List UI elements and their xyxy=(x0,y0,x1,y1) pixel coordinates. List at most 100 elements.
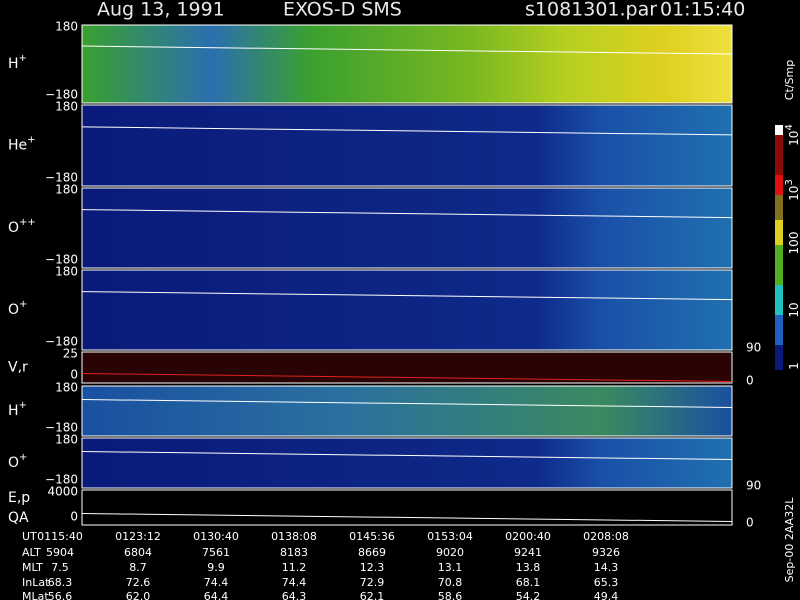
colorbar-label: 100 xyxy=(787,232,800,255)
cell: 68.3 xyxy=(48,576,73,589)
panel xyxy=(81,489,733,526)
charge: + xyxy=(19,53,27,64)
species: O xyxy=(8,302,19,318)
y-right: 0 xyxy=(746,516,754,530)
panel xyxy=(81,385,733,437)
cell: 14.3 xyxy=(594,561,619,574)
trace xyxy=(81,451,733,460)
cell: 72.9 xyxy=(360,576,385,589)
species-label: O+ xyxy=(8,299,27,318)
base: 10 xyxy=(787,186,800,201)
date: Aug 13, 1991 xyxy=(97,0,225,21)
y-right: 90 xyxy=(746,479,761,493)
cb xyxy=(775,195,783,220)
y-bottom: −180 xyxy=(45,421,78,435)
species-label: V,r xyxy=(8,360,28,376)
cell: 11.2 xyxy=(282,561,307,574)
y-bottom: −180 xyxy=(45,171,78,185)
species-label: H+ xyxy=(8,400,27,419)
cell: 0115:40 xyxy=(37,530,83,543)
cell: 54.2 xyxy=(516,590,541,600)
species: H xyxy=(8,56,19,72)
trace xyxy=(81,399,733,408)
colorbar-unit: Ct/Smp xyxy=(783,60,796,100)
cell: 5904 xyxy=(46,546,74,559)
file: s1081301.par xyxy=(525,0,657,21)
charge: + xyxy=(27,135,35,146)
cell: 0153:04 xyxy=(427,530,473,543)
species-label: He+ xyxy=(8,135,36,154)
cell: 64.3 xyxy=(282,590,307,600)
y-bottom: −180 xyxy=(45,473,78,487)
y-bottom: −180 xyxy=(45,335,78,349)
cell: 70.8 xyxy=(438,576,463,589)
cell: 65.3 xyxy=(594,576,619,589)
colorbar-label: 10 xyxy=(787,302,800,317)
cell: 0208:08 xyxy=(583,530,629,543)
exp: 4 xyxy=(784,124,795,130)
footer: Sep-00 2AA32L xyxy=(783,497,796,583)
cell: 62.1 xyxy=(360,590,385,600)
panel xyxy=(81,269,733,351)
species-label: H+ xyxy=(8,53,27,72)
y-bottom: −180 xyxy=(45,88,78,102)
cell: 9326 xyxy=(592,546,620,559)
charge: + xyxy=(19,452,27,463)
cell: 64.4 xyxy=(204,590,229,600)
y-top: 4000 xyxy=(47,485,78,499)
cell: 74.4 xyxy=(204,576,229,589)
cell: 68.1 xyxy=(516,576,541,589)
y-bottom: 0 xyxy=(70,510,78,524)
row-label: MLat xyxy=(22,590,49,600)
species: O xyxy=(8,455,19,471)
cell: 0138:08 xyxy=(271,530,317,543)
colorbar-label: 1 xyxy=(787,362,800,370)
cell: 8.7 xyxy=(129,561,147,574)
trace xyxy=(81,513,733,522)
species: E,p xyxy=(8,490,30,506)
exp: 3 xyxy=(784,179,795,185)
cell: 8669 xyxy=(358,546,386,559)
cb xyxy=(775,125,783,135)
base: 10 xyxy=(787,131,800,146)
cell: 0145:36 xyxy=(349,530,395,543)
base: 1 xyxy=(787,362,800,370)
y-top: 180 xyxy=(55,183,78,197)
cell: 13.1 xyxy=(438,561,463,574)
y-top: 180 xyxy=(55,433,78,447)
cell: 58.6 xyxy=(438,590,463,600)
cell: 0123:12 xyxy=(115,530,161,543)
y-right: 90 xyxy=(746,341,761,355)
instrument: EXOS-D SMS xyxy=(283,0,402,21)
row-label: MLT xyxy=(22,561,43,574)
cell: 8183 xyxy=(280,546,308,559)
panel xyxy=(81,351,733,384)
cb xyxy=(775,245,783,285)
colorbar xyxy=(775,125,783,370)
cb xyxy=(775,345,783,370)
colorbar-label: 103 xyxy=(784,179,800,201)
cell: 9241 xyxy=(514,546,542,559)
base: 10 xyxy=(787,302,800,317)
trace xyxy=(81,291,733,301)
cb xyxy=(775,315,783,345)
cell: 49.4 xyxy=(594,590,619,600)
panel xyxy=(81,104,733,187)
row-label: InLat xyxy=(22,576,50,589)
cell: 0200:40 xyxy=(505,530,551,543)
trace xyxy=(81,126,733,136)
time: 01:15:40 xyxy=(660,0,745,21)
cb xyxy=(775,135,783,175)
y-top: 180 xyxy=(55,100,78,114)
cb xyxy=(775,220,783,245)
y-top: 180 xyxy=(55,381,78,395)
y-bottom: 0 xyxy=(70,368,78,382)
y-right: 0 xyxy=(746,374,754,388)
y-top: 180 xyxy=(55,265,78,279)
charge: + xyxy=(19,400,27,411)
cell: 62.0 xyxy=(126,590,151,600)
cell: 9020 xyxy=(436,546,464,559)
trace xyxy=(81,209,733,219)
row-label: UT xyxy=(22,530,37,543)
species-label: O++ xyxy=(8,217,36,236)
